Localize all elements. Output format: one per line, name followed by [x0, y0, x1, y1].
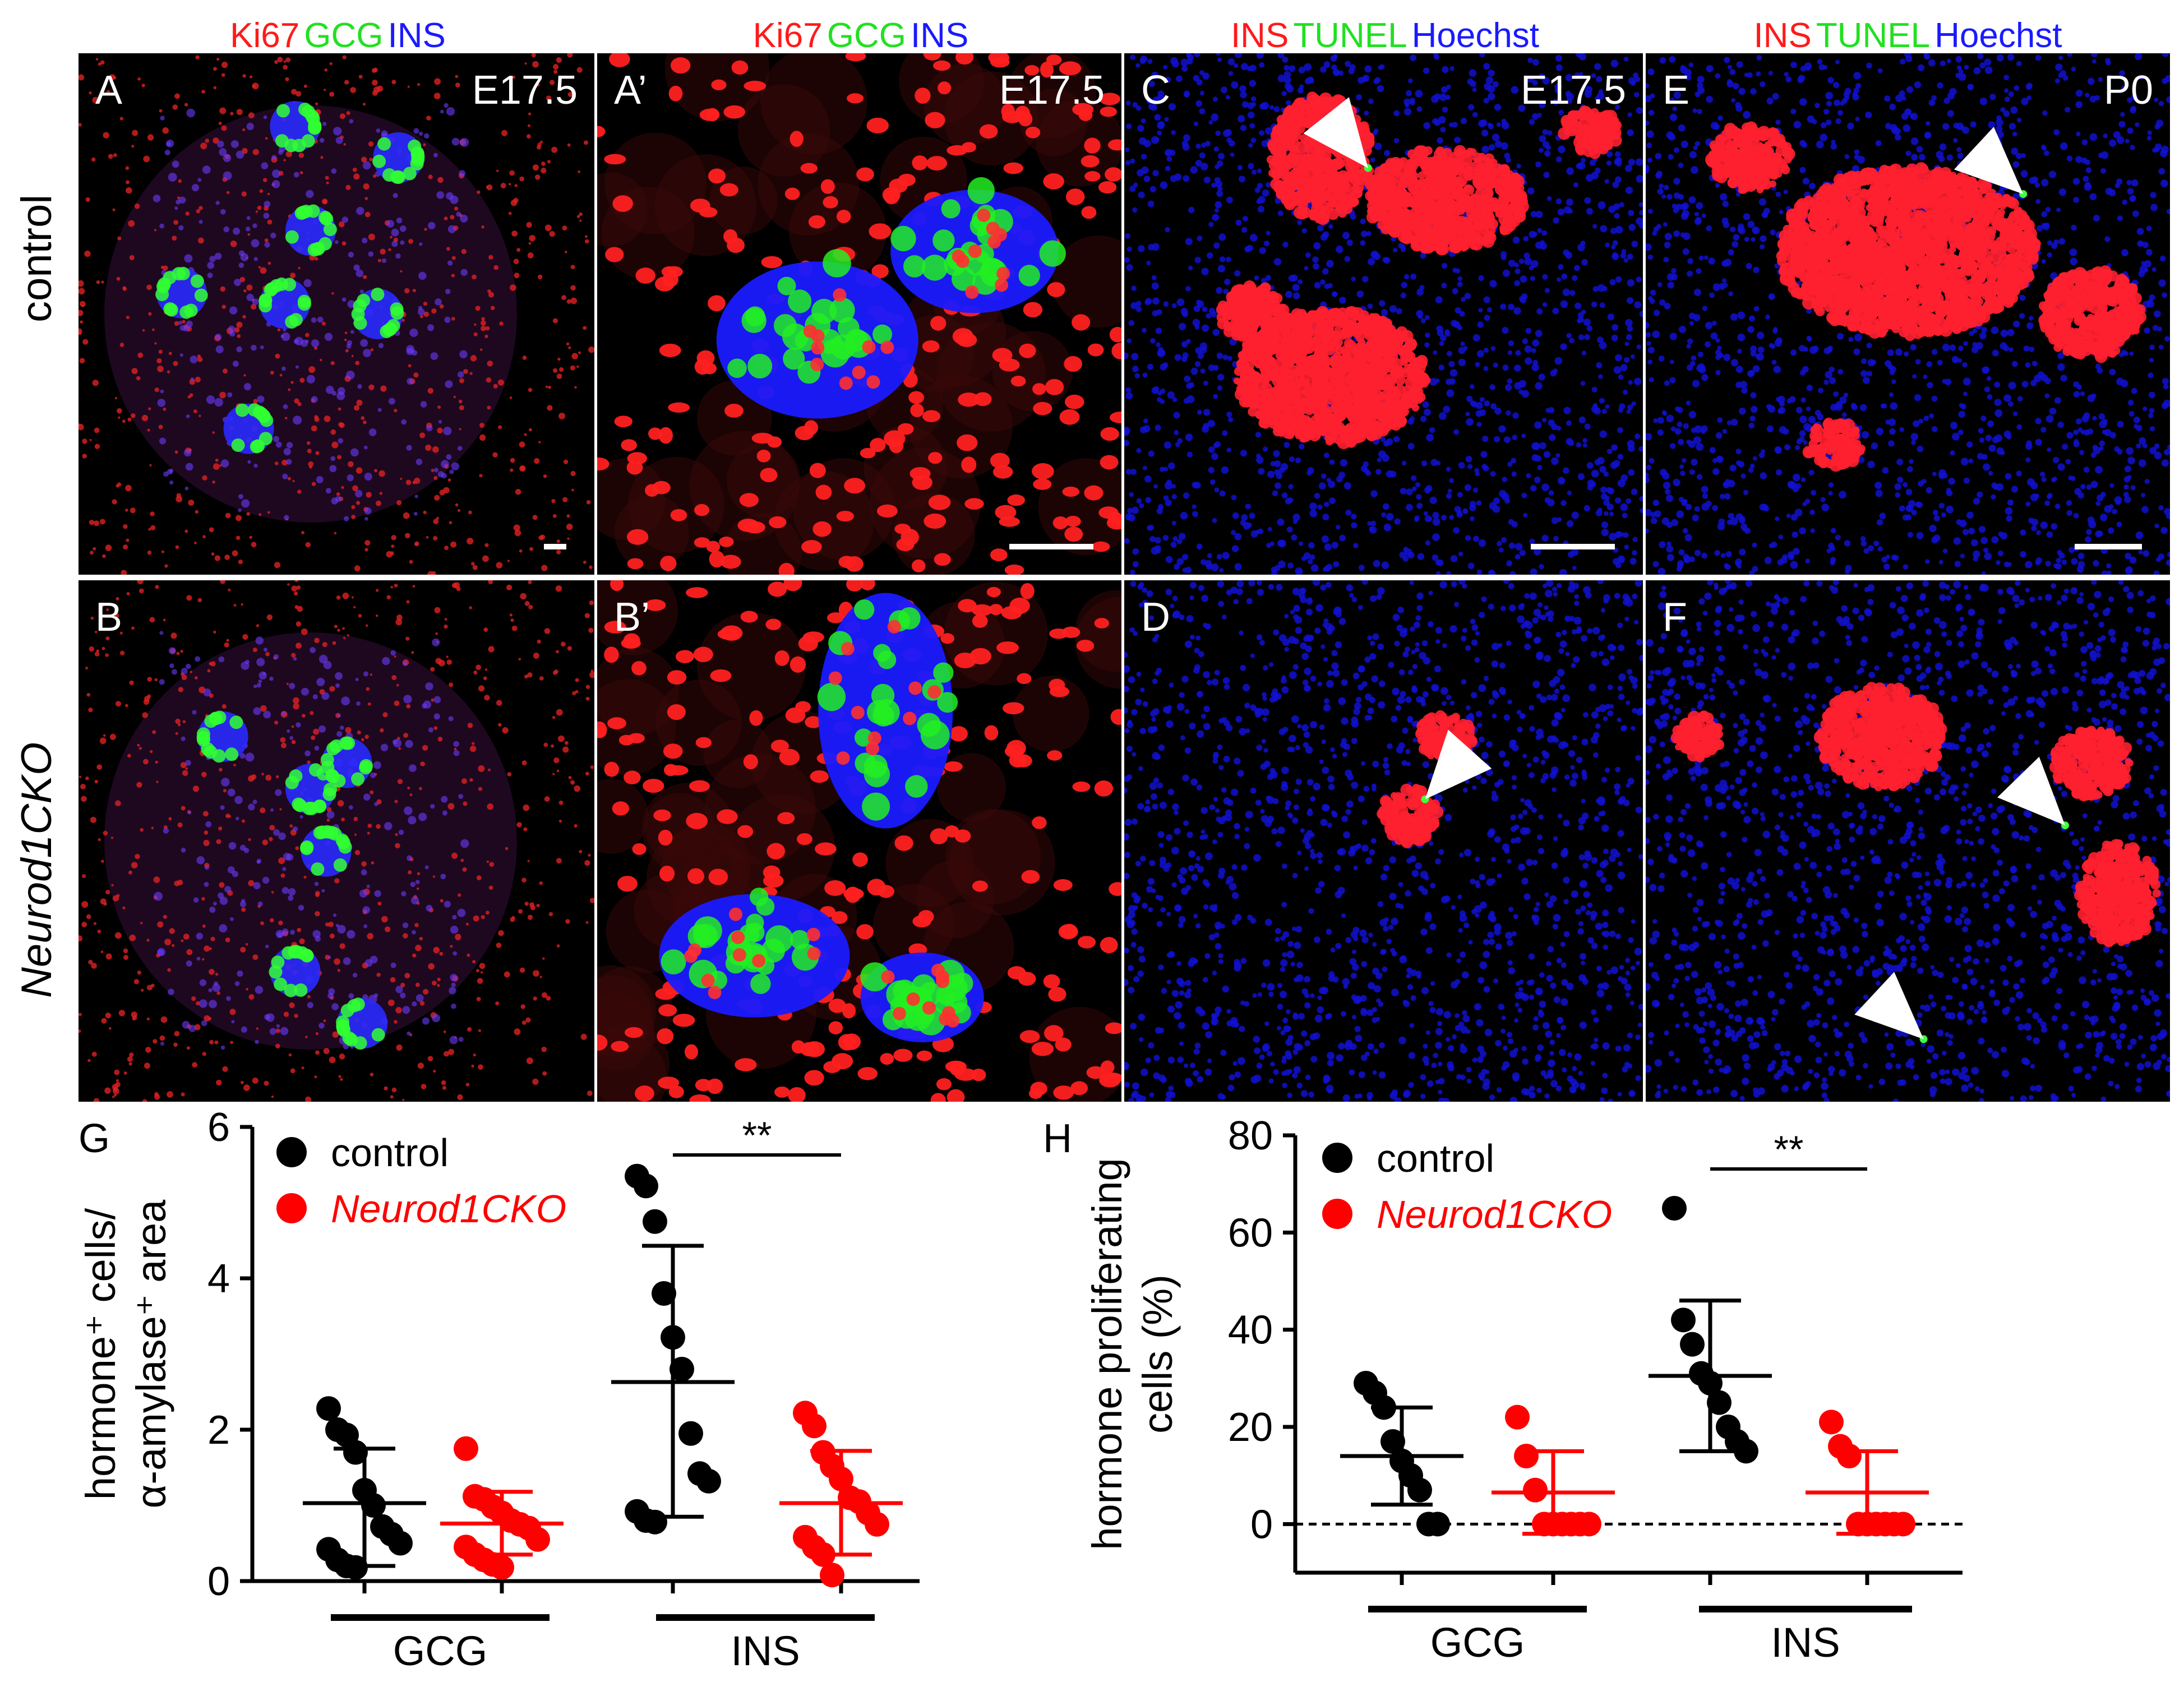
header-word: GCG: [826, 16, 906, 55]
data-point: [1734, 1439, 1758, 1464]
legend-marker: [276, 1137, 307, 1167]
y-axis-label: hormone proliferating: [1084, 1158, 1130, 1550]
stage-label: E17.5: [1520, 68, 1626, 113]
data-point: [361, 1493, 386, 1518]
data-point: [454, 1436, 478, 1461]
data-point: [1425, 1512, 1450, 1537]
panel-letter: B: [95, 595, 123, 640]
panel-letter: A’: [614, 68, 647, 113]
header-word: GCG: [304, 16, 384, 55]
data-point: [634, 1173, 658, 1199]
micrograph-panel: E P0: [1646, 53, 2170, 575]
stage-label: E17.5: [999, 68, 1105, 113]
micrograph-panel: D: [1124, 580, 1643, 1102]
data-point: [388, 1531, 413, 1556]
header-word: Hoechst: [1411, 16, 1540, 55]
panel-letter: D: [1141, 595, 1170, 640]
data-point: [1671, 1307, 1696, 1333]
panel-letter: C: [1141, 68, 1170, 113]
panel-letter: E: [1663, 68, 1690, 113]
data-point: [1514, 1444, 1539, 1468]
micrograph-panel: B: [79, 580, 594, 1102]
header-col-4: INS TUNEL Hoechst: [1646, 16, 2170, 56]
legend-marker: [276, 1193, 307, 1223]
panel-letter-g: G: [79, 1116, 110, 1161]
data-point: [643, 1209, 667, 1234]
micrograph-panel: A’ E17.5: [597, 53, 1121, 575]
y-axis-label: cells (%): [1134, 1274, 1181, 1434]
y-tick-label: 40: [1228, 1308, 1273, 1353]
y-axis-label: hormone⁺ cells/: [77, 1208, 124, 1500]
y-tick-label: 4: [207, 1256, 230, 1301]
data-point: [1505, 1404, 1530, 1430]
group-label: INS: [731, 1628, 800, 1674]
panel-letter-h: H: [1043, 1116, 1072, 1161]
legend-label: Neurod1CKO: [1377, 1193, 1612, 1236]
data-point: [1819, 1410, 1844, 1435]
y-tick-label: 2: [207, 1408, 230, 1453]
header-word: INS: [387, 16, 446, 55]
data-point: [820, 1563, 844, 1588]
y-tick-label: 0: [207, 1559, 230, 1604]
data-point: [1707, 1390, 1731, 1415]
data-point: [678, 1421, 703, 1446]
header-word: Ki67: [752, 16, 823, 55]
data-point: [865, 1512, 889, 1537]
significance-label: **: [742, 1114, 772, 1157]
data-point: [643, 1509, 667, 1535]
data-point: [696, 1468, 721, 1494]
data-point: [802, 1413, 826, 1439]
data-point: [1523, 1477, 1548, 1503]
data-point: [316, 1396, 341, 1421]
header-word: Ki67: [230, 16, 300, 55]
y-tick-label: 0: [1250, 1502, 1273, 1547]
data-point: [1837, 1444, 1862, 1468]
stage-label: E17.5: [472, 68, 578, 113]
significance-label: **: [1774, 1128, 1804, 1171]
header-word: INS: [1230, 16, 1289, 55]
header-col-2: Ki67 GCG INS: [597, 16, 1124, 56]
header-col-1: Ki67 GCG INS: [79, 16, 597, 56]
legend-marker: [1322, 1143, 1352, 1173]
data-point: [1680, 1332, 1705, 1357]
data-point: [490, 1555, 514, 1580]
panel-letter: B’: [614, 595, 650, 640]
data-point: [525, 1527, 550, 1552]
legend-marker: [1322, 1199, 1352, 1229]
data-point: [343, 1440, 368, 1465]
data-point: [1407, 1477, 1432, 1503]
stage-label: P0: [2103, 68, 2153, 113]
y-tick-label: 20: [1228, 1405, 1273, 1450]
micrograph-panel: C E17.5: [1124, 53, 1643, 575]
y-tick-label: 60: [1228, 1210, 1273, 1255]
data-point: [1380, 1429, 1405, 1454]
data-point: [669, 1357, 694, 1381]
y-tick-label: 6: [207, 1105, 230, 1150]
y-tick-label: 80: [1228, 1113, 1273, 1158]
y-axis-label: α-amylase⁺ area: [128, 1199, 174, 1509]
header-word: INS: [1753, 16, 1812, 55]
data-point: [1577, 1512, 1601, 1537]
header-word: TUNEL: [1293, 16, 1407, 55]
legend-label: control: [331, 1131, 449, 1175]
legend-label: control: [1377, 1136, 1494, 1180]
header-word: Hoechst: [1934, 16, 2062, 55]
legend-label: Neurod1CKO: [331, 1187, 566, 1231]
header-word: INS: [910, 16, 969, 55]
group-label: INS: [1771, 1619, 1840, 1666]
header-word: TUNEL: [1816, 16, 1931, 55]
data-point: [652, 1281, 676, 1306]
micrograph-panel: A E17.5: [79, 53, 594, 575]
group-label: GCG: [1430, 1619, 1525, 1666]
micrograph-panel: B’: [597, 580, 1121, 1102]
panel-letter: F: [1663, 595, 1687, 640]
group-label: GCG: [393, 1628, 488, 1674]
data-point: [1662, 1196, 1687, 1221]
data-point: [1891, 1512, 1915, 1537]
panel-letter: A: [95, 68, 123, 113]
header-col-3: INS TUNEL Hoechst: [1124, 16, 1646, 56]
micrograph-panel: F: [1646, 580, 2170, 1102]
